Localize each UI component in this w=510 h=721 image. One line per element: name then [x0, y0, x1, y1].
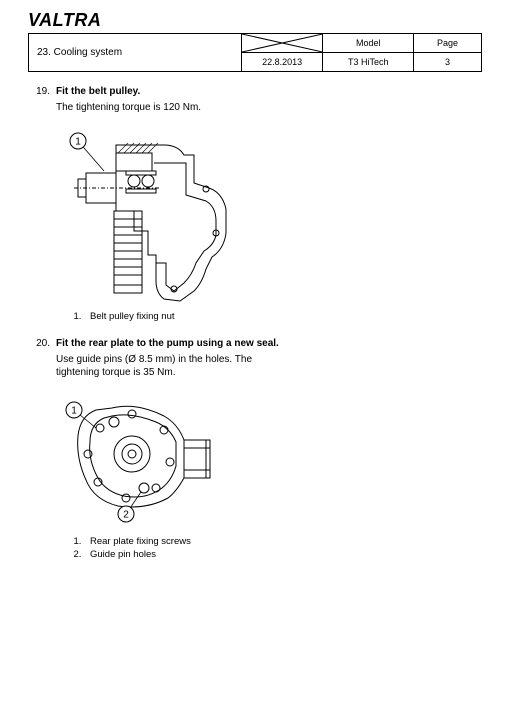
legend-19: Belt pulley fixing nut: [56, 311, 482, 322]
legend-item: Rear plate fixing screws: [84, 536, 482, 547]
step-title: Fit the rear plate to the pump using a n…: [56, 338, 482, 349]
page: VALTRA 23. Cooling system Model Page 22.…: [0, 0, 510, 721]
callout-1: 1: [70, 133, 104, 171]
step-body: Fit the belt pulley. The tightening torq…: [56, 86, 482, 324]
brand-logo: VALTRA: [28, 10, 482, 31]
cross-icon: [242, 34, 323, 52]
step-description: The tightening torque is 120 Nm.: [56, 101, 286, 115]
step-number: 20.: [28, 338, 56, 562]
page-number-cell: 3: [414, 53, 482, 72]
section-cell: 23. Cooling system: [29, 34, 242, 72]
callout-1-label: 1: [71, 405, 77, 416]
legend-item: Belt pulley fixing nut: [84, 311, 482, 322]
figure-rear-plate: 1 2: [56, 388, 482, 528]
callout-1-label: 1: [75, 136, 81, 147]
header-table: 23. Cooling system Model Page 22.8.2013 …: [28, 33, 482, 72]
step-title: Fit the belt pulley.: [56, 86, 482, 97]
step-body: Fit the rear plate to the pump using a n…: [56, 338, 482, 562]
rear-plate-drawing: 1 2: [56, 388, 226, 528]
page-label-cell: Page: [414, 34, 482, 53]
model-value-cell: T3 HiTech: [323, 53, 414, 72]
step-description: Use guide pins (Ø 8.5 mm) in the holes. …: [56, 353, 286, 380]
figure-belt-pulley: 1: [56, 123, 482, 303]
callout-2-label: 2: [123, 509, 129, 520]
step-20: 20. Fit the rear plate to the pump using…: [28, 338, 482, 562]
date-cell: 22.8.2013: [241, 53, 323, 72]
belt-pulley-drawing: 1: [56, 123, 246, 303]
legend-item: Guide pin holes: [84, 549, 482, 560]
crossed-cell: [241, 34, 323, 53]
model-label-cell: Model: [323, 34, 414, 53]
step-19: 19. Fit the belt pulley. The tightening …: [28, 86, 482, 324]
legend-20: Rear plate fixing screws Guide pin holes: [56, 536, 482, 560]
step-number: 19.: [28, 86, 56, 324]
